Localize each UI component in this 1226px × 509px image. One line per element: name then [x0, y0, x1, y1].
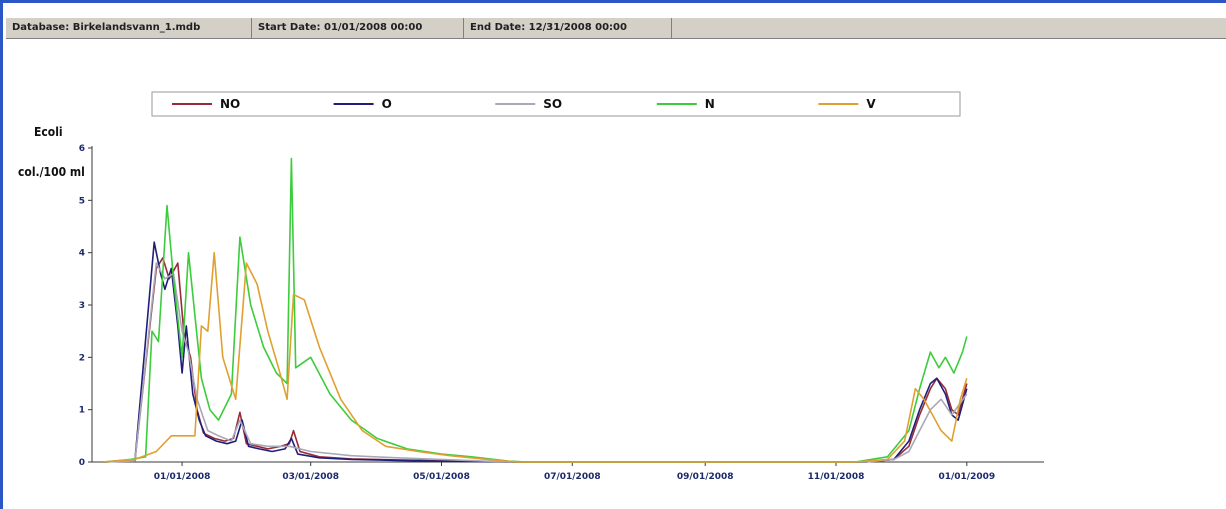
series-line-so: [102, 262, 968, 463]
database-field: Database: Birkelandsvann_1.mdb: [6, 18, 252, 38]
y-axis-label-line1: Ecoli: [34, 125, 63, 139]
x-tick-label: 01/01/2008: [154, 472, 211, 482]
axes: 0 1 2 3 4 5 6 01/01/2008 03/01/2008 05/01/2008 07/…: [79, 144, 1044, 482]
legend-label-v: V: [866, 97, 876, 111]
legend-label-no: NO: [220, 97, 240, 111]
series-line-n: [102, 157, 968, 463]
legend-label-so: SO: [543, 97, 562, 111]
y-axis-label-line2: col./100 ml: [18, 165, 85, 179]
x-tick-label: 01/01/2009: [938, 472, 995, 482]
y-tick-label: 6: [79, 144, 85, 154]
x-tick-label: 11/01/2008: [808, 472, 865, 482]
y-tick-label: 5: [79, 196, 85, 206]
y-tick-label: 4: [79, 249, 85, 259]
y-tick-label: 2: [79, 353, 85, 363]
series-line-o: [102, 241, 968, 463]
x-tick-label: 05/01/2008: [413, 472, 470, 482]
x-tick-label: 09/01/2008: [677, 472, 734, 482]
series-line-v: [102, 251, 968, 463]
series-lines: [102, 157, 968, 463]
series-line-no: [102, 257, 968, 463]
y-tick-label: 1: [79, 406, 85, 416]
x-tick-label: 03/01/2008: [282, 472, 339, 482]
x-tick-label: 07/01/2008: [544, 472, 601, 482]
y-tick-label: 3: [79, 301, 85, 311]
y-tick-label: 0: [79, 458, 85, 468]
legend: NO O SO N V: [151, 91, 961, 117]
y-axis-title: Ecoli col./100 ml: [18, 125, 85, 179]
legend-label-o: O: [382, 97, 392, 111]
status-bar: Database: Birkelandsvann_1.mdb Start Dat…: [6, 17, 1226, 39]
end-date-field: End Date: 12/31/2008 00:00: [464, 18, 672, 38]
legend-label-n: N: [705, 97, 715, 111]
start-date-field: Start Date: 01/01/2008 00:00: [252, 18, 464, 38]
